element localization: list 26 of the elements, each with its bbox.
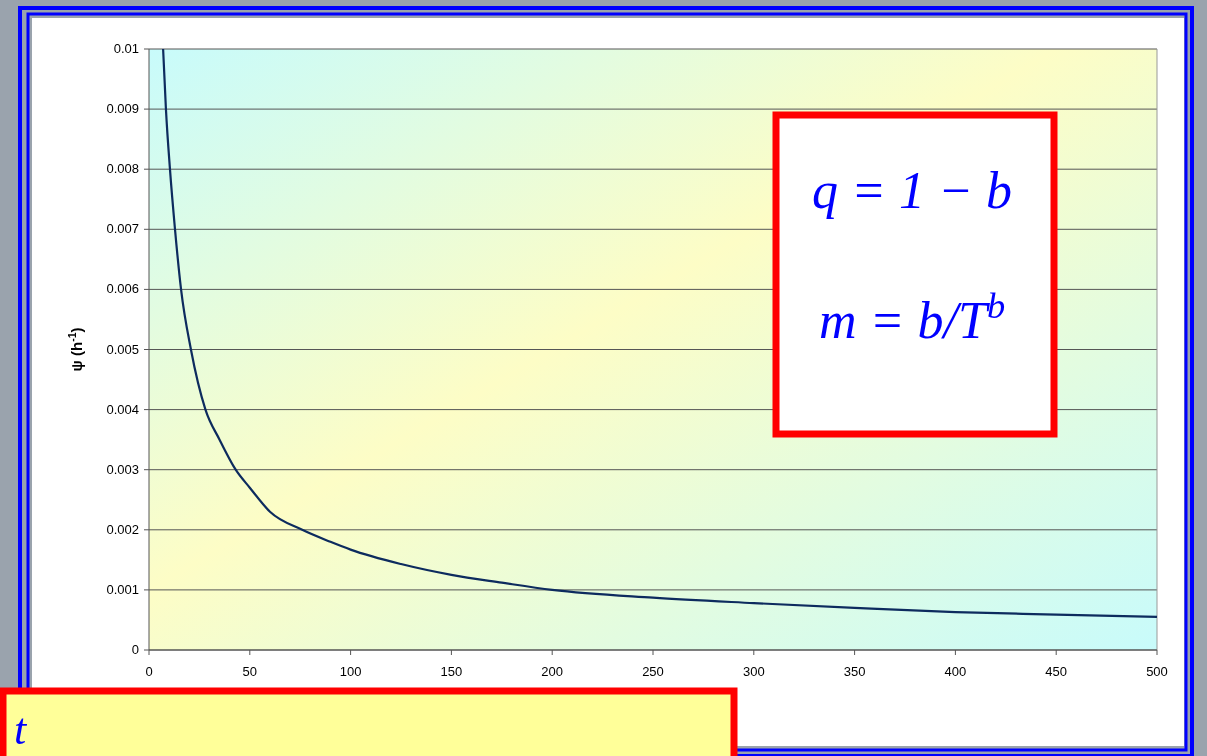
y-tick-label: 0 (131, 642, 139, 657)
y-tick-label: 0.008 (106, 161, 139, 177)
x-tick-label: 100 (339, 664, 362, 679)
x-tick-label: 450 (1045, 664, 1068, 679)
y-tick-label: 0.001 (106, 581, 139, 597)
x-tick-label: 350 (843, 664, 866, 679)
y-tick-label: 0.003 (106, 461, 139, 477)
y-tick-label: 0.002 (106, 521, 139, 537)
x-tick-label: 50 (242, 664, 258, 679)
x-tick-label: 300 (742, 664, 765, 679)
x-tick-label: 250 (642, 664, 664, 679)
text: t (14, 705, 28, 754)
x-tick-label: 200 (541, 664, 564, 679)
y-tick-label: 0.01 (113, 41, 139, 56)
y-tick-label: 0.004 (106, 401, 139, 417)
y-tick-label: 0.009 (106, 101, 139, 117)
annotation: q = 1 − b (811, 162, 1013, 219)
x-tick-label: 0 (145, 664, 153, 679)
y-tick-label: 0.005 (106, 341, 139, 357)
y-tick-label: 0.006 (106, 281, 139, 297)
y-tick-label: 0.007 (106, 221, 139, 237)
x-tick-label: 150 (440, 664, 463, 679)
line-series (162, 47, 1159, 619)
x-tick-label: 400 (944, 664, 967, 679)
annotation: m = b/T$^{b}$ (818, 286, 1006, 349)
x-tick-label: 500 (1146, 664, 1168, 679)
